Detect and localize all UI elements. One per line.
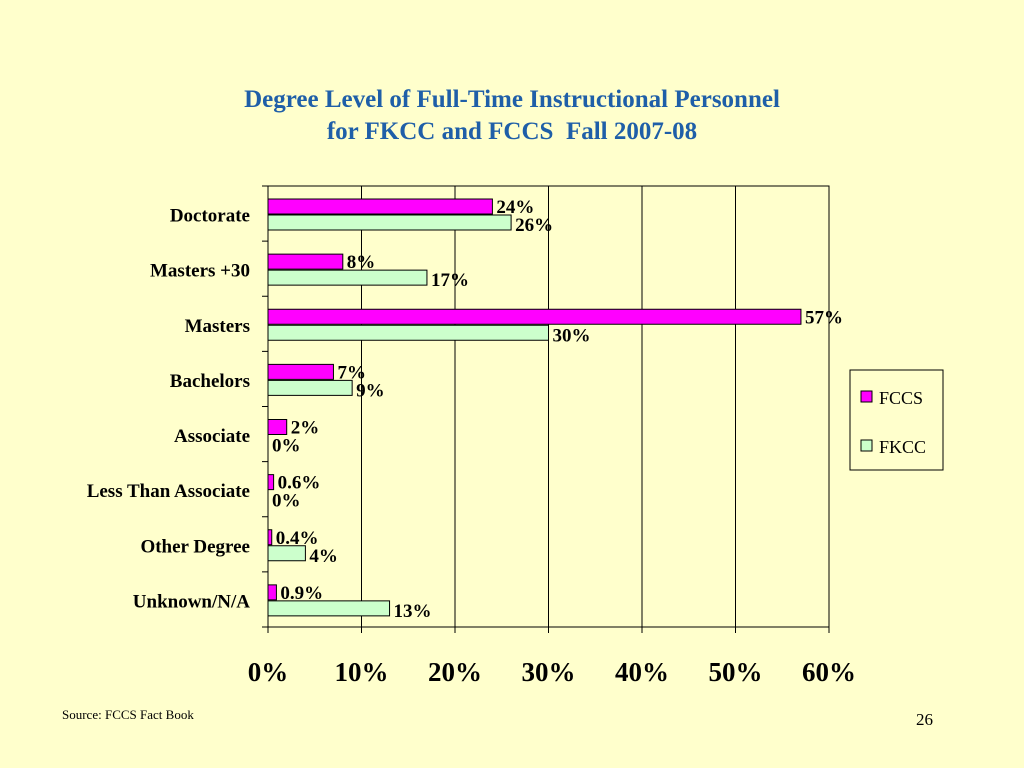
- category-label: Bachelors: [170, 371, 250, 392]
- chart-title-line-2: for FKCC and FCCS Fall 2007-08: [326, 118, 698, 145]
- legend-swatch-fkcc: [860, 439, 873, 452]
- data-label-fkcc: 17%: [431, 270, 469, 291]
- x-tick-label: 40%: [615, 657, 669, 687]
- category-label: Unknown/N/A: [133, 591, 250, 612]
- source-note: Source: FCCS Fact Book: [62, 707, 194, 722]
- data-label-fccs: 7%: [337, 362, 366, 383]
- bar-fccs: [267, 529, 273, 546]
- category-label: Associate: [174, 426, 250, 447]
- data-label-fccs: 8%: [347, 252, 376, 273]
- x-tick-label: 20%: [428, 657, 482, 687]
- bar-fkcc: [267, 600, 391, 617]
- x-tick-label: 30%: [522, 657, 576, 687]
- x-tick-label: 50%: [709, 657, 763, 687]
- bar-fccs: [267, 308, 802, 325]
- bar-fccs: [267, 474, 275, 491]
- data-label-fccs: 0.6%: [278, 473, 321, 494]
- bar-fkcc: [267, 379, 353, 396]
- data-label-fkcc: 4%: [309, 546, 338, 567]
- data-label-fccs: 2%: [291, 418, 320, 439]
- data-label-fkcc: 13%: [394, 601, 432, 622]
- legend-swatch-fccs: [860, 390, 873, 403]
- bar-fccs: [267, 584, 277, 601]
- bar-fccs: [267, 419, 288, 435]
- category-label: Doctorate: [170, 206, 250, 227]
- data-label-fccs: 57%: [805, 307, 843, 328]
- bar-chart: 0% 10% 20% 30% 40% 50% 60% Doctorate 24%26% Maste…: [87, 185, 944, 687]
- category-label: Other Degree: [140, 536, 250, 557]
- data-label-fkcc: 30%: [553, 325, 591, 346]
- bar-fccs: [267, 363, 334, 380]
- data-label-fkcc: 9%: [356, 380, 385, 401]
- data-label-fccs: 24%: [496, 197, 534, 218]
- x-tick-label: 10%: [335, 657, 389, 687]
- legend-label-fccs: FCCS: [879, 388, 923, 408]
- category-label: Masters: [185, 316, 250, 337]
- category-label: Less Than Associate: [87, 481, 250, 502]
- data-label-fccs: 0.4%: [276, 528, 319, 549]
- bar-fccs: [267, 198, 493, 215]
- bar-fkcc: [267, 214, 512, 231]
- x-tick-label: 0%: [248, 657, 289, 687]
- bar-fkcc: [267, 269, 428, 286]
- bar-fkcc: [267, 324, 549, 341]
- chart-title-line-1: Degree Level of Full-Time Instructional …: [244, 86, 780, 113]
- data-label-fkcc: 26%: [515, 215, 553, 236]
- legend-label-fkcc: FKCC: [879, 437, 926, 457]
- data-label-fkcc: 0%: [272, 491, 301, 512]
- chart-title: Degree Level of Full-Time Instructional …: [0, 84, 1024, 148]
- bar-fkcc: [267, 545, 306, 562]
- legend: [849, 369, 944, 471]
- page-number: 26: [916, 710, 933, 729]
- data-label-fkcc: 0%: [272, 436, 301, 457]
- bar-fccs: [267, 253, 344, 270]
- x-tick-label: 60%: [802, 657, 856, 687]
- category-label: Masters +30: [150, 261, 250, 282]
- data-label-fccs: 0.9%: [280, 583, 323, 604]
